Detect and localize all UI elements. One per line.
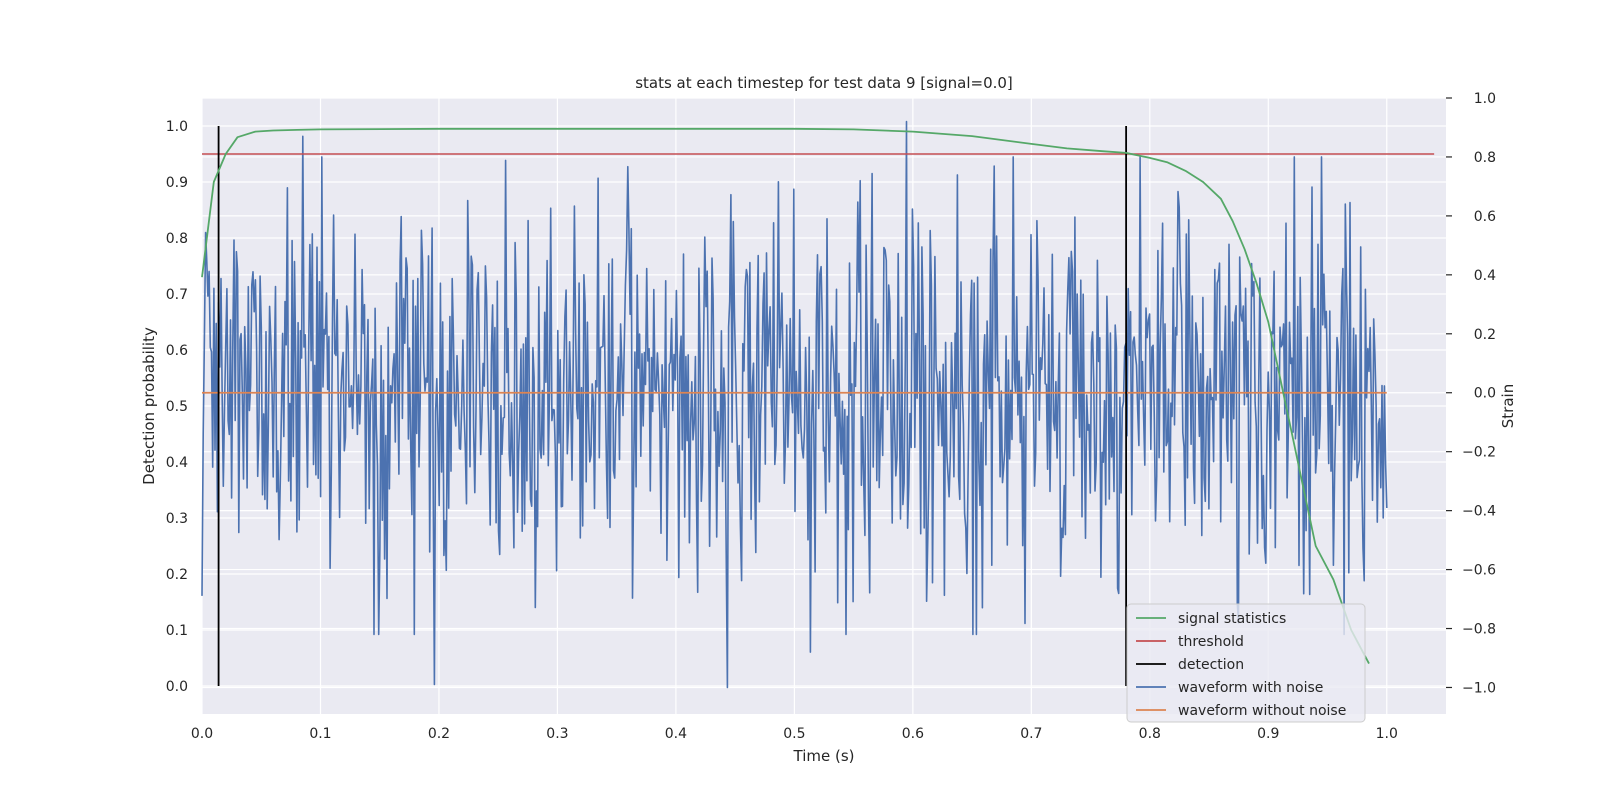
y2-tick-label: −0.6: [1462, 563, 1496, 579]
series-layer: [201, 120, 1435, 689]
y-tick-label: 0.5: [166, 399, 188, 415]
series-signal-statistics: [201, 127, 1370, 665]
y2-axis-label: Strain: [1499, 384, 1517, 428]
y2-axis-ticks: −1.0 −0.8 −0.6 −0.4 −0.2 0.0 0.2 0.4 0.6 0.8 1.0: [1446, 91, 1496, 696]
x-tick-label: 1.0: [1376, 726, 1398, 742]
y-tick-label: 0.9: [166, 175, 188, 191]
legend-label: waveform without noise: [1178, 703, 1346, 719]
x-axis-ticks: 0.0 0.1 0.2 0.3 0.4 0.5 0.6 0.7 0.8 0.9 1.0: [191, 726, 1398, 742]
x-tick-label: 0.7: [1020, 726, 1042, 742]
y2-tick-label: 0.6: [1474, 209, 1496, 225]
x-tick-label: 0.2: [428, 726, 450, 742]
y-tick-label: 1.0: [166, 119, 188, 135]
y2-tick-label: 0.8: [1474, 150, 1496, 166]
y-tick-label: 0.6: [166, 343, 188, 359]
y-tick-label: 0.3: [166, 511, 188, 527]
y-tick-label: 0.8: [166, 231, 188, 247]
x-tick-label: 0.1: [309, 726, 331, 742]
y2-tick-label: 0.0: [1474, 386, 1496, 402]
x-tick-label: 0.6: [902, 726, 924, 742]
y-tick-label: 0.2: [166, 567, 188, 583]
x-axis-label: Time (s): [793, 747, 855, 765]
y-axis-ticks: 0.0 0.1 0.2 0.3 0.4 0.5 0.6 0.7 0.8 0.9 1.0: [166, 119, 188, 695]
y2-tick-label: 1.0: [1474, 91, 1496, 107]
series-waveform-with-noise: [201, 120, 1388, 689]
y2-tick-label: −0.8: [1462, 622, 1496, 638]
y2-tick-label: 0.2: [1474, 327, 1496, 343]
y2-tick-label: −1.0: [1462, 680, 1496, 696]
x-tick-label: 0.3: [546, 726, 568, 742]
x-tick-label: 0.5: [783, 726, 805, 742]
legend-box: [1126, 603, 1366, 723]
legend-label: detection: [1178, 657, 1244, 673]
x-tick-label: 0.0: [191, 726, 213, 742]
legend: signal statistics threshold detection wavef…: [1126, 603, 1366, 723]
legend-label: waveform with noise: [1178, 680, 1323, 696]
y-tick-label: 0.1: [166, 623, 188, 639]
y-tick-label: 0.7: [166, 287, 188, 303]
x-tick-label: 0.4: [665, 726, 687, 742]
legend-label: threshold: [1178, 634, 1244, 650]
y-tick-label: 0.0: [166, 679, 188, 695]
y2-tick-label: −0.2: [1462, 445, 1496, 461]
y2-tick-label: −0.4: [1462, 504, 1496, 520]
y-axis-label: Detection probability: [140, 327, 158, 485]
x-tick-label: 0.9: [1257, 726, 1279, 742]
x-tick-label: 0.8: [1139, 726, 1161, 742]
chart-title: stats at each timestep for test data 9 […: [635, 74, 1013, 92]
y-tick-label: 0.4: [166, 455, 188, 471]
legend-label: signal statistics: [1178, 611, 1286, 627]
y2-tick-label: 0.4: [1474, 268, 1496, 284]
